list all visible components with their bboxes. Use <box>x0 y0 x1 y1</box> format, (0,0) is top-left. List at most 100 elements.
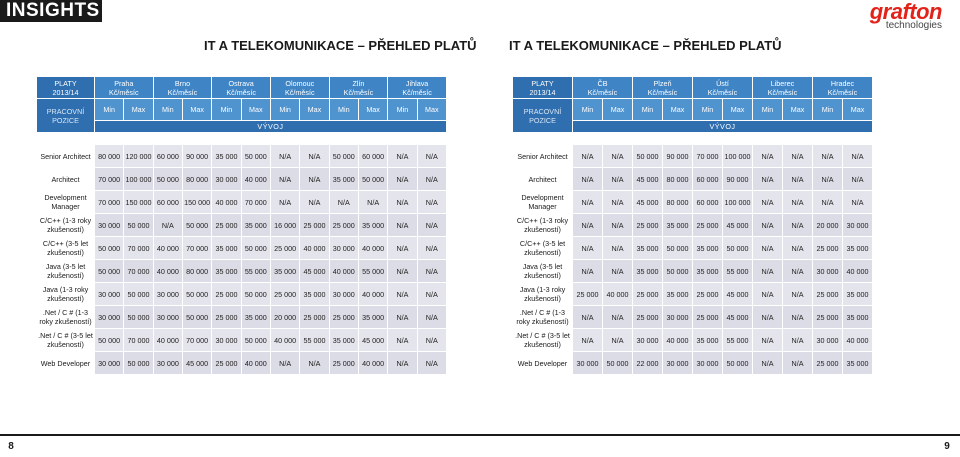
city-name: Zlín <box>352 78 365 88</box>
salary-cell: 70 000 <box>123 328 154 352</box>
salary-cell: N/A <box>602 328 633 352</box>
table-row: .Net / C # (3-5 let zkušeností) 50 000 70 … <box>36 328 447 352</box>
salary-cell: N/A <box>416 259 447 283</box>
salary-cell: 50 000 <box>123 282 154 306</box>
salary-cell: N/A <box>572 305 603 329</box>
salary-cell: N/A <box>387 328 418 352</box>
salary-cell: N/A <box>299 167 330 191</box>
corner-header-top: PLATY 2013/14 <box>512 76 573 99</box>
salary-cell: N/A <box>602 190 633 214</box>
max-header: Max <box>299 98 330 121</box>
salary-cell: 30 000 <box>93 282 125 306</box>
salary-cell: N/A <box>812 167 843 191</box>
salary-cell: 30 000 <box>842 213 873 237</box>
city-name: Liberec <box>770 78 795 88</box>
salary-cell: 45 000 <box>632 167 663 191</box>
city-unit: Kč/měsíc <box>767 87 798 97</box>
salary-cell: 55 000 <box>240 259 271 283</box>
salary-cell: N/A <box>602 259 633 283</box>
city-name: ČB <box>597 78 608 88</box>
max-header: Max <box>123 98 154 121</box>
footer-rule <box>0 434 960 436</box>
salary-cell: 40 000 <box>240 167 271 191</box>
salary-cell: 40 000 <box>357 282 389 306</box>
max-header: Max <box>662 98 693 121</box>
salary-cell: 55 000 <box>299 328 330 352</box>
salary-cell: 40 000 <box>328 259 359 283</box>
role-label: .Net / C # (3-5 let zkušeností) <box>512 328 573 352</box>
salary-cell: 35 000 <box>269 259 301 283</box>
table-row: Java (1-3 roky zkušeností) 30 000 50 000 30… <box>36 282 447 306</box>
min-header: Min <box>211 98 242 121</box>
role-label: C/C++ (1-3 roky zkušeností) <box>512 213 573 237</box>
min-header: Min <box>269 98 301 121</box>
salary-cell: 45 000 <box>357 328 389 352</box>
city-name: Olomouc <box>285 78 315 88</box>
salary-cell: N/A <box>416 213 447 237</box>
salary-cell: N/A <box>782 282 813 306</box>
min-header: Min <box>752 98 783 121</box>
table-row: .Net / C # (3-5 let zkušeností) N/A N/A 30 … <box>512 328 873 352</box>
salary-cell: 40 000 <box>152 259 183 283</box>
city-unit: Kč/měsíc <box>647 87 678 97</box>
salary-cell: 40 000 <box>211 190 242 214</box>
salary-cell: N/A <box>782 259 813 283</box>
min-header: Min <box>812 98 843 121</box>
salary-cell: N/A <box>782 351 813 375</box>
salary-cell: N/A <box>752 167 783 191</box>
salary-cell: 70 000 <box>181 236 213 260</box>
salary-cell: 45 000 <box>181 351 213 375</box>
salary-cell: N/A <box>269 351 301 375</box>
city-header: Plzeň Kč/měsíc <box>632 76 693 99</box>
salary-cell: N/A <box>752 282 783 306</box>
salary-cell: N/A <box>269 190 301 214</box>
salary-cell: 35 000 <box>662 282 693 306</box>
salary-cell: 35 000 <box>662 213 693 237</box>
salary-cell: 20 000 <box>812 213 843 237</box>
salary-cell: 50 000 <box>240 236 271 260</box>
salary-cell: 16 000 <box>269 213 301 237</box>
salary-cell: 30 000 <box>812 259 843 283</box>
salary-cell: 80 000 <box>662 167 693 191</box>
table-row: .Net / C # (1-3 roky zkušeností) 30 000 50… <box>36 305 447 329</box>
city-header: Hradec Kč/měsíc <box>812 76 873 99</box>
salary-cell: 25 000 <box>572 282 603 306</box>
salary-cell: 60 000 <box>692 167 723 191</box>
salary-cell: 35 000 <box>299 282 330 306</box>
max-header: Max <box>782 98 813 121</box>
salary-cell: N/A <box>572 167 603 191</box>
salary-cell: 25 000 <box>211 282 242 306</box>
salary-cell: 40 000 <box>240 351 271 375</box>
salary-cell: N/A <box>416 167 447 191</box>
salary-cell: 35 000 <box>842 282 873 306</box>
salary-cell: 50 000 <box>357 167 389 191</box>
city-header: Ostrava Kč/měsíc <box>211 76 271 99</box>
city-unit: Kč/měsíc <box>587 87 618 97</box>
salary-cell: N/A <box>602 236 633 260</box>
role-label: .Net / C # (1-3 roky zkušeností) <box>36 305 95 329</box>
corner-header-position: PRACOVNÍ POZICE <box>512 98 573 133</box>
salary-cell: N/A <box>387 167 418 191</box>
salary-cell: 80 000 <box>662 190 693 214</box>
salary-cell: N/A <box>812 144 843 168</box>
role-label: C/C++ (3-5 let zkušeností) <box>512 236 573 260</box>
salary-cell: N/A <box>572 236 603 260</box>
salary-cell: 50 000 <box>662 236 693 260</box>
salary-cell: N/A <box>357 190 389 214</box>
salary-cell: 50 000 <box>328 144 359 168</box>
city-name: Brno <box>174 78 191 88</box>
salary-cell: 30 000 <box>211 167 242 191</box>
role-label: Senior Architect <box>36 144 95 168</box>
salary-cell: 35 000 <box>240 213 271 237</box>
salary-cell: 55 000 <box>722 259 753 283</box>
corner-label-year: 2013/14 <box>52 87 79 97</box>
table-row: Web Developer 30 000 50 000 30 000 45 000 25 … <box>36 351 447 375</box>
table-row: C/C++ (3-5 let zkušeností) 50 000 70 000 40… <box>36 236 447 260</box>
salary-cell: N/A <box>299 190 330 214</box>
salary-cell: N/A <box>387 144 418 168</box>
salary-cell: N/A <box>752 213 783 237</box>
salary-cell: 35 000 <box>842 351 873 375</box>
corner-label-platy: PLATY <box>54 78 77 88</box>
role-label: .Net / C # (1-3 roky zkušeností) <box>512 305 573 329</box>
salary-cell: 30 000 <box>152 351 183 375</box>
